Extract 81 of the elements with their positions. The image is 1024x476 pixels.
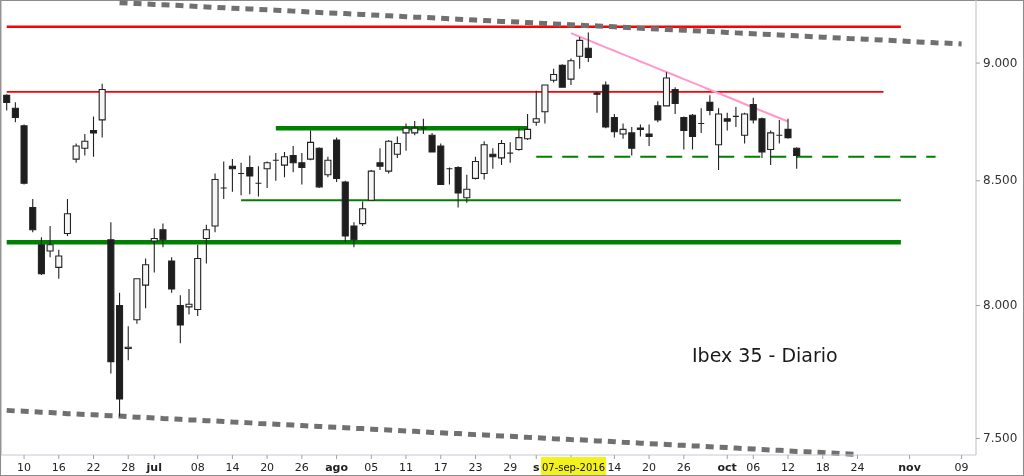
candlestick	[784, 118, 792, 140]
candlestick	[688, 113, 697, 151]
candlestick	[506, 141, 514, 164]
x-tick-label: 05	[364, 461, 379, 474]
x-tick-label: 24	[850, 461, 865, 474]
candlestick	[654, 100, 662, 123]
candlestick	[741, 112, 749, 145]
candlestick	[263, 160, 271, 189]
text: 07-sep-2016	[541, 462, 606, 473]
candlestick	[697, 107, 705, 134]
candlestick	[98, 83, 106, 139]
candlestick	[645, 124, 653, 147]
candlestick	[775, 119, 783, 145]
x-tick-label: 06	[746, 461, 761, 474]
x-tick-label: 17	[433, 461, 448, 474]
candlestick	[124, 325, 132, 361]
x-tick-label: 26	[676, 461, 691, 474]
candlestick	[3, 93, 11, 112]
x-tick-label: 14	[225, 461, 240, 474]
x-tick-label: 11	[399, 461, 414, 474]
candlestick	[220, 160, 228, 200]
line-series	[569, 32, 789, 123]
y-tick-label: 8.000	[983, 298, 1018, 313]
x-tick-label: nov	[898, 461, 922, 474]
x-tick-label: oct	[717, 461, 737, 474]
y-tick-label: 8.500	[983, 173, 1018, 188]
candlestick	[636, 124, 644, 137]
x-tick-label: 26	[294, 461, 309, 474]
x-tick-label: 14	[607, 461, 622, 474]
x-tick-label: 20	[642, 461, 657, 474]
candlestick	[393, 135, 401, 159]
x-tick-label: 10	[17, 461, 32, 474]
candlestick	[254, 165, 262, 198]
x-tick-label: 22	[86, 461, 101, 474]
candlestick	[211, 172, 219, 233]
y-tick-label: 7.500	[983, 430, 1018, 445]
candlestick	[715, 107, 723, 171]
candlestick	[445, 166, 453, 185]
candlestick	[732, 106, 740, 128]
text: Ibex 35 - Diario	[692, 344, 838, 366]
candlestick	[367, 169, 375, 201]
candlestick	[228, 158, 236, 193]
candlestick	[202, 224, 210, 265]
candlestick	[11, 101, 19, 123]
candlestick	[497, 139, 506, 166]
candlestick	[359, 200, 367, 227]
x-tick-label: 08	[190, 461, 205, 474]
x-tick-label: 09	[954, 461, 969, 474]
candlestick	[63, 198, 72, 237]
candlestick	[680, 115, 688, 151]
x-tick-label: 20	[260, 461, 275, 474]
candlestick	[550, 68, 558, 84]
candlestick	[532, 90, 540, 127]
x-tick-label: 16	[51, 461, 66, 474]
candlestick	[793, 146, 801, 170]
x-tick-label: 12	[781, 461, 795, 474]
x-tick-label: jul	[145, 461, 162, 474]
x-tick-label: 23	[468, 461, 483, 474]
candlestick	[29, 198, 37, 233]
candlestick	[419, 118, 427, 135]
candlestick	[168, 256, 176, 294]
candlestick	[272, 152, 280, 182]
candlestick	[471, 156, 480, 181]
candlestick	[723, 112, 731, 132]
candlestick	[237, 162, 245, 196]
y-tick-label: 9.000	[983, 55, 1018, 70]
x-tick-label: 29	[503, 461, 518, 474]
candlestick	[706, 94, 714, 116]
candlestick	[584, 31, 592, 63]
candlestick	[576, 36, 584, 70]
x-tick-label: 18	[815, 461, 830, 474]
candlestick	[20, 124, 28, 185]
candlestick	[541, 84, 549, 124]
candlestick	[246, 154, 254, 195]
x-tick-label: 28	[121, 461, 136, 474]
candlestick	[55, 249, 63, 280]
x-tick-label: s	[532, 461, 540, 474]
candlestick	[280, 151, 289, 178]
candlestick	[306, 129, 315, 161]
x-tick-label: ago	[325, 461, 349, 474]
candlestick	[89, 115, 98, 158]
